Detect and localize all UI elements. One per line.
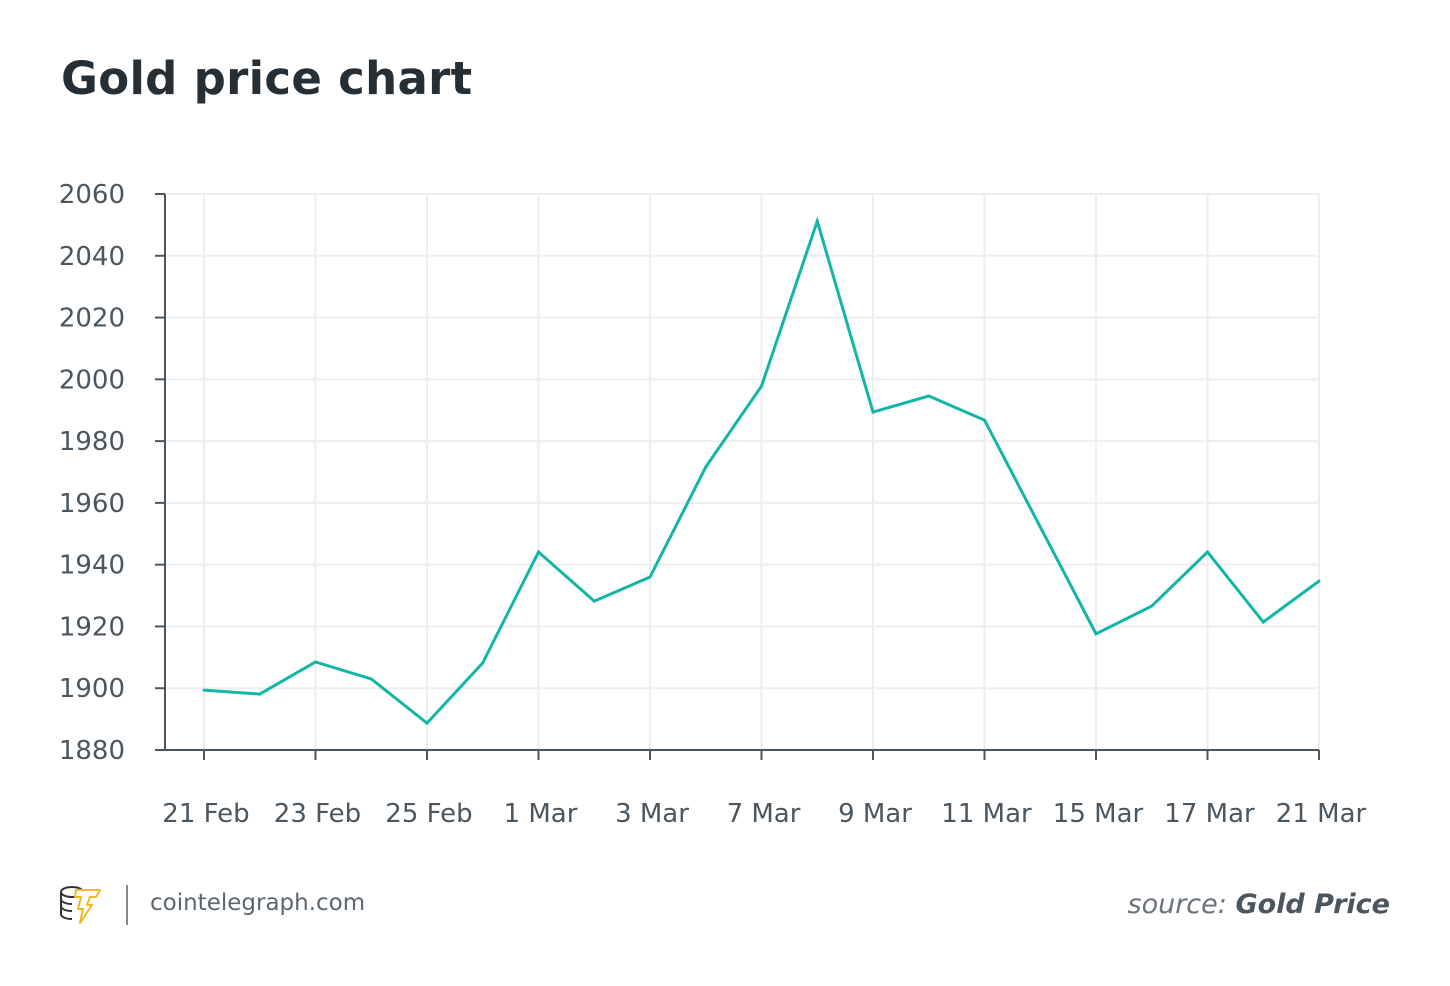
x-tick-label: 21 Mar [1276, 799, 1367, 829]
x-tick-label: 15 Mar [1053, 799, 1144, 829]
y-tick-label: 1880 [59, 736, 125, 766]
data-point [1150, 604, 1154, 608]
y-tick-label: 2020 [59, 304, 125, 334]
x-tick-label: 21 Feb [162, 799, 249, 829]
data-point [202, 688, 206, 692]
footer-site-link[interactable]: cointelegraph.com [150, 890, 366, 916]
footer-divider [126, 885, 128, 925]
data-point [481, 661, 485, 665]
data-point [1317, 579, 1321, 583]
data-point [704, 465, 708, 469]
data-point [369, 677, 373, 681]
y-tick-label: 1980 [59, 427, 125, 457]
data-point [1261, 620, 1265, 624]
y-tick-label: 1960 [59, 489, 125, 519]
source-name: Gold Price [1235, 889, 1390, 920]
chart-title: Gold price chart [61, 52, 473, 105]
data-point [927, 394, 931, 398]
x-tick-label: 3 Mar [615, 799, 689, 829]
x-tick-label: 7 Mar [727, 799, 801, 829]
data-point [983, 418, 986, 422]
x-tick-label: 23 Feb [274, 799, 361, 829]
data-point [258, 692, 262, 696]
data-point [648, 575, 652, 579]
cointelegraph-logo-icon [60, 886, 101, 924]
y-tick-label: 2000 [59, 365, 125, 395]
data-point [1206, 550, 1209, 554]
x-tick-label: 9 Mar [838, 799, 912, 829]
source-prefix: source: [1127, 889, 1227, 920]
data-point [314, 660, 317, 664]
y-tick-label: 2040 [59, 242, 125, 272]
data-point [760, 384, 763, 388]
data-point [425, 721, 429, 725]
x-tick-label: 1 Mar [504, 799, 578, 829]
data-point [815, 219, 819, 223]
x-tick-label: 25 Feb [385, 799, 472, 829]
x-tick-label: 11 Mar [941, 799, 1032, 829]
source-credit: source: Gold Price [1128, 889, 1391, 920]
y-tick-label: 1940 [59, 551, 125, 581]
y-tick-label: 1920 [59, 612, 125, 642]
data-point [871, 410, 875, 414]
data-point [1094, 632, 1098, 636]
x-tick-label: 17 Mar [1164, 799, 1255, 829]
y-tick-label: 1900 [59, 674, 125, 704]
data-point [1038, 525, 1042, 529]
data-point [537, 550, 540, 554]
y-tick-label: 2060 [59, 180, 125, 210]
data-point [592, 599, 596, 603]
line-chart: 1880 1900 1920 1940 1960 1980 2000 2020 2040 2060… [59, 180, 1367, 829]
